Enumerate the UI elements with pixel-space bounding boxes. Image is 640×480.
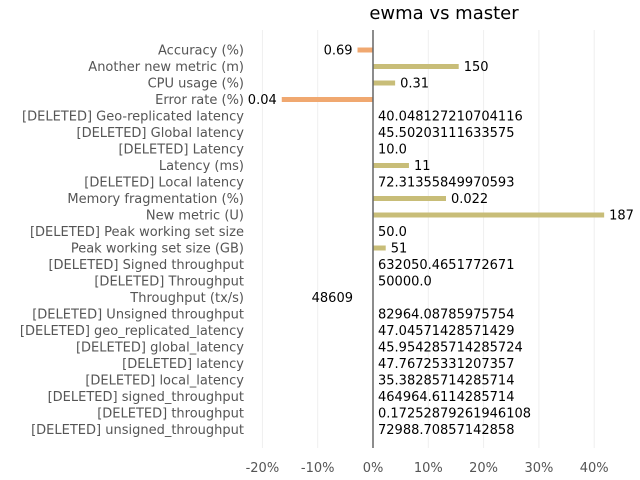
data-label: 82964.08785975754 (378, 308, 514, 323)
category-label: [DELETED] throughput (97, 407, 244, 422)
category-label: Throughput (tx/s) (129, 291, 244, 306)
data-label: 11 (414, 159, 431, 174)
category-label: [DELETED] Local latency (84, 176, 244, 191)
data-label: 45.954285714285724 (378, 341, 523, 356)
x-axis: -20% -10% 0% 10% 20% 30% 40% (246, 30, 609, 476)
category-label: [DELETED] Throughput (94, 275, 244, 290)
data-label: 48609 (312, 291, 353, 306)
data-label: 50000.0 (378, 275, 432, 290)
x-tick-label: -10% (301, 461, 335, 476)
x-tick-label: 30% (524, 461, 553, 476)
data-label: 47.04571428571429 (378, 324, 514, 339)
bars (281, 47, 605, 251)
bar (373, 163, 409, 168)
x-tick-label: 40% (580, 461, 609, 476)
data-labels: 0.69 150 0.31 0.04 40.04812721070411645.5020… (248, 44, 634, 439)
bar (373, 80, 396, 86)
category-label: [DELETED] Peak working set size (30, 225, 244, 240)
category-label: Another new metric (m) (88, 60, 244, 75)
category-label: Memory fragmentation (%) (67, 192, 244, 207)
bar (373, 212, 605, 218)
chart-title: ewma vs master (369, 3, 519, 24)
category-label: Error rate (%) (155, 93, 244, 108)
bar (373, 245, 386, 251)
x-tick-label: 10% (414, 461, 443, 476)
data-label: 40.048127210704116 (378, 110, 523, 125)
data-label: 51 (391, 242, 408, 257)
data-label: 72.31355849970593 (378, 176, 514, 191)
category-label: Peak working set size (GB) (71, 242, 244, 257)
category-label: [DELETED] signed_throughput (48, 390, 244, 405)
category-label: [DELETED] Signed throughput (48, 258, 244, 273)
category-label: [DELETED] Geo-replicated latency (22, 110, 244, 125)
bar (373, 64, 459, 69)
data-label: 0.17252879261946108 (378, 407, 531, 422)
x-tick-label: -20% (246, 461, 280, 476)
category-label: Accuracy (%) (158, 44, 244, 59)
data-label: 10.0 (378, 143, 407, 158)
data-label: 0.31 (400, 77, 429, 92)
category-label: [DELETED] geo_replicated_latency (20, 324, 244, 339)
bar (373, 196, 446, 201)
data-label: 187 (609, 209, 634, 224)
data-label: 464964.6114285714 (378, 390, 514, 405)
category-label: [DELETED] unsigned_throughput (31, 423, 244, 438)
category-label: [DELETED] Unsigned throughput (32, 308, 244, 323)
data-label: 632050.4651772671 (378, 258, 514, 273)
data-label: 150 (464, 60, 489, 75)
category-label: Latency (ms) (159, 159, 244, 174)
data-label: 47.76725331207357 (378, 357, 514, 372)
bar (281, 97, 373, 102)
data-label: 45.50203111633575 (378, 126, 514, 141)
x-tick-label: 0% (363, 461, 384, 476)
data-label: 72988.70857142858 (378, 423, 514, 438)
data-label: 0.022 (451, 192, 488, 207)
category-label: [DELETED] local_latency (85, 374, 244, 389)
data-label: 0.04 (248, 93, 277, 108)
data-label: 0.69 (324, 44, 353, 59)
category-label: [DELETED] Global latency (77, 126, 245, 141)
data-label: 35.38285714285714 (378, 374, 514, 389)
category-label: CPU usage (%) (148, 77, 244, 92)
category-label: [DELETED] latency (122, 357, 244, 372)
category-label: New metric (U) (146, 209, 244, 224)
x-tick-label: 20% (469, 461, 498, 476)
category-label: [DELETED] Latency (118, 143, 244, 158)
category-label: [DELETED] global_latency (76, 341, 244, 356)
bar (357, 47, 373, 53)
category-axis: Accuracy (%)Another new metric (m) CPU us… (20, 44, 244, 439)
data-label: 50.0 (378, 225, 407, 240)
